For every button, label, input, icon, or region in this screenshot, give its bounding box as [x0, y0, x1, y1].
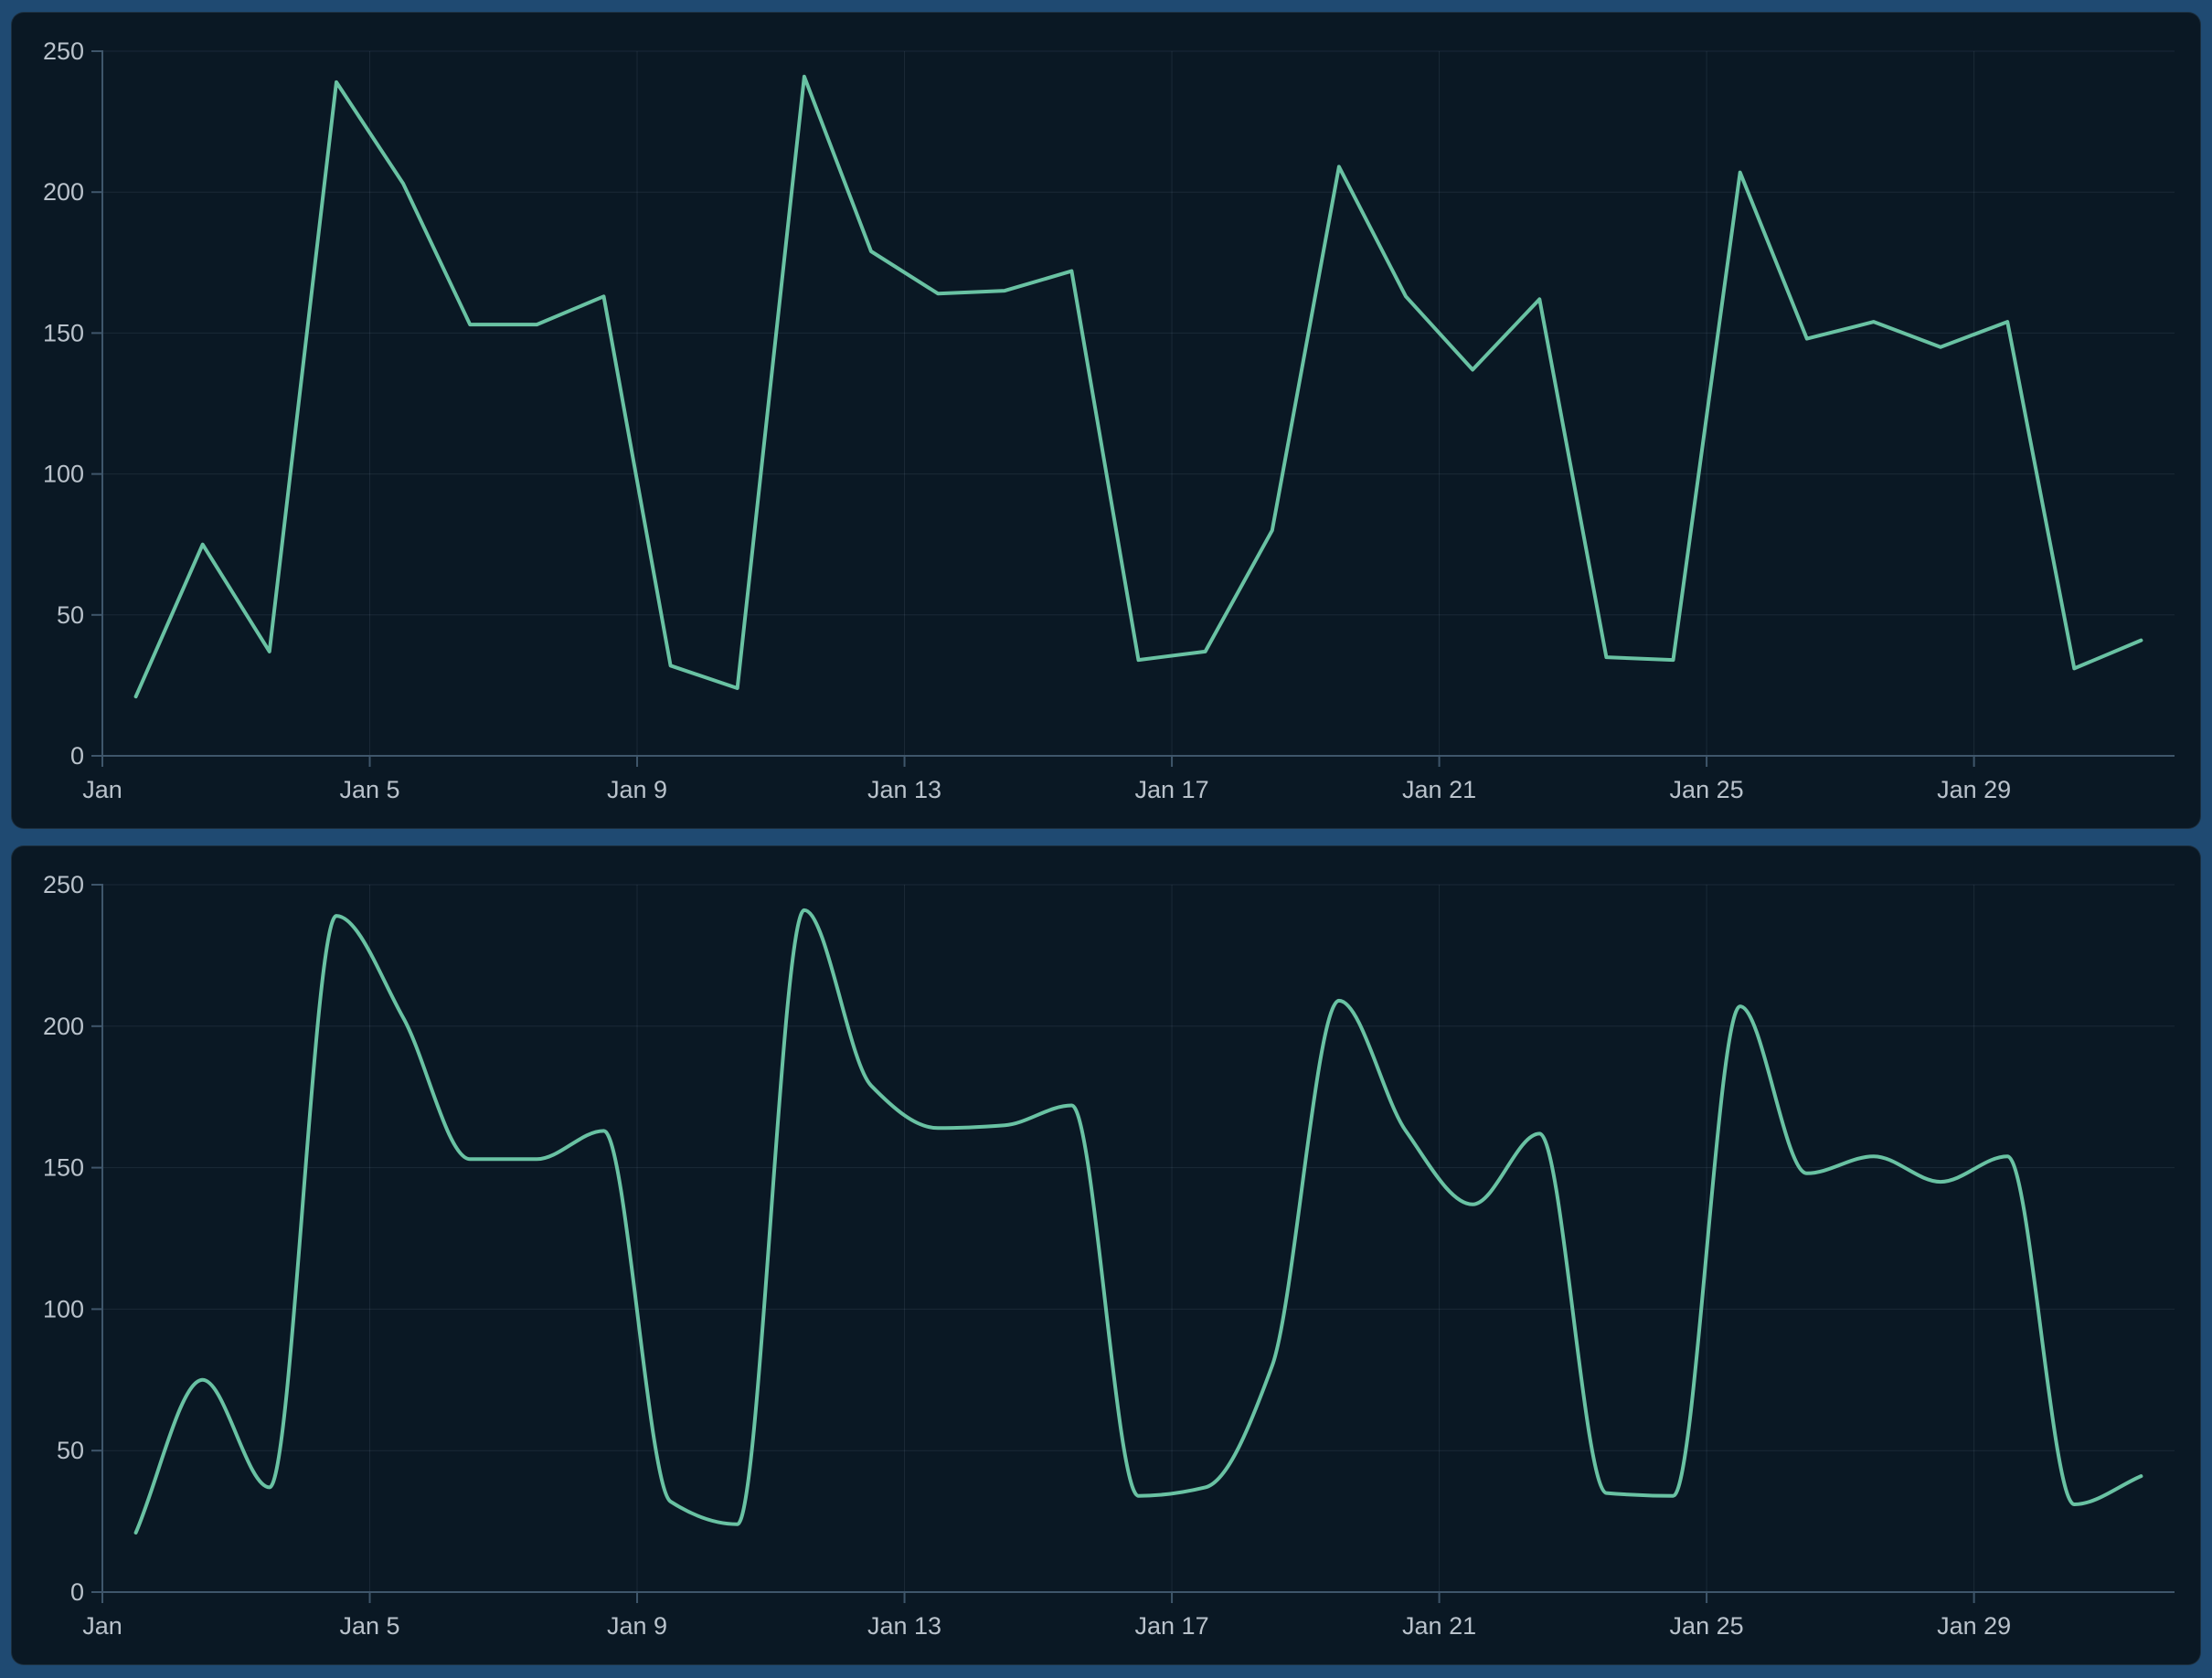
chart-panel-linear: 0 50 100 150 200 250 Jan Jan 5 Jan 9 Jan 13 Jan 17…	[11, 12, 2201, 829]
y-axis-tick-label: 50	[57, 1437, 84, 1464]
y-axis-tick-label: 250	[43, 37, 84, 65]
y-axis-tick-label: 200	[43, 1013, 84, 1040]
x-axis-tick-label: Jan 29	[1937, 776, 2011, 803]
x-axis-tick-label: Jan	[82, 776, 122, 803]
y-axis-tick-label: 0	[70, 742, 84, 770]
x-axis-tick-label: Jan 29	[1937, 1612, 2011, 1640]
x-axis-tick-label: Jan 9	[607, 1612, 667, 1640]
series-line	[133, 908, 2143, 1535]
x-axis-tick-label: Jan 13	[867, 776, 941, 803]
x-axis-tick-label: Jan 5	[339, 1612, 399, 1640]
x-axis-tick-label: Jan 17	[1135, 1612, 1209, 1640]
chart-panel-smooth: 0 50 100 150 200 250 Jan Jan 5 Jan 9 Jan 13 Jan 17…	[11, 845, 2201, 1665]
y-axis-tick-label: 150	[43, 319, 84, 346]
x-axis-tick-label: Jan 17	[1135, 776, 1209, 803]
y-axis-tick-label: 100	[43, 461, 84, 488]
y-axis-tick-label: 200	[43, 178, 84, 206]
y-axis-tick-label: 50	[57, 601, 84, 629]
y-axis-tick-label: 100	[43, 1295, 84, 1322]
x-axis-tick-label: Jan 9	[607, 776, 667, 803]
y-axis-tick-label: 250	[43, 871, 84, 898]
x-axis-tick-label: Jan 5	[339, 776, 399, 803]
line-chart-smooth[interactable]: 0 50 100 150 200 250 Jan Jan 5 Jan 9 Jan 13 Jan 17…	[12, 846, 2200, 1664]
line-chart-linear[interactable]: 0 50 100 150 200 250 Jan Jan 5 Jan 9 Jan 13 Jan 17…	[12, 13, 2200, 828]
x-axis-tick-label: Jan 25	[1670, 776, 1744, 803]
x-axis-tick-label: Jan 13	[867, 1612, 941, 1640]
series-line	[133, 74, 2143, 699]
y-axis-tick-label: 0	[70, 1578, 84, 1606]
x-axis-tick-label: Jan 21	[1402, 1612, 1476, 1640]
x-axis-tick-label: Jan 25	[1670, 1612, 1744, 1640]
x-axis-tick-label: Jan 21	[1402, 776, 1476, 803]
x-axis-tick-label: Jan	[82, 1612, 122, 1640]
y-axis-tick-label: 150	[43, 1154, 84, 1182]
